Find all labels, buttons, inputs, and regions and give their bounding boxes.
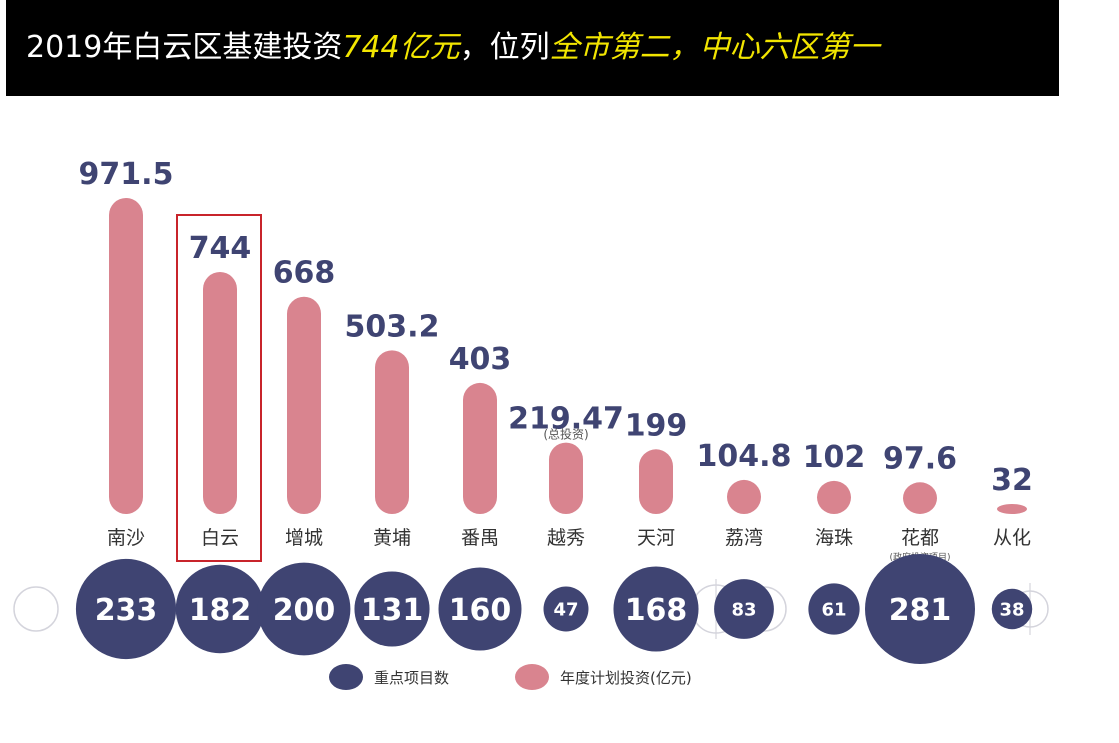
title-banner: 2019年白云区基建投资744亿元，位列全市第二，中心六区第一 <box>6 0 1059 96</box>
bar-荔湾 <box>727 479 761 514</box>
bar-从化 <box>997 504 1027 514</box>
bubble-label-天河: 168 <box>625 593 688 628</box>
category-label-增城: 增城 <box>285 527 323 549</box>
bubble-南沙 <box>75 558 177 660</box>
value-label-花都: 97.6 <box>883 441 957 476</box>
bubble-label-海珠: 61 <box>821 599 846 620</box>
bubble-越秀 <box>543 586 589 632</box>
legend-label-0: 重点项目数 <box>374 669 449 687</box>
bar-黄埔 <box>375 350 409 514</box>
legend-swatch-1 <box>515 664 549 690</box>
bar-越秀 <box>549 442 583 514</box>
title-part-3: ，位列 <box>459 30 550 65</box>
bar-白云 <box>203 271 237 514</box>
category-label-海珠: 海珠 <box>815 527 853 549</box>
bubble-series: 233 182 200 131 160 47 168 83 61 281 38 <box>75 554 1033 664</box>
bubble-黄埔 <box>354 571 430 647</box>
bar-海珠 <box>817 480 851 514</box>
value-label-南沙: 971.5 <box>79 157 174 192</box>
bar-番禺 <box>463 382 497 514</box>
annotation-越秀: (总投资) <box>543 427 588 442</box>
bubble-label-增城: 200 <box>273 593 336 628</box>
value-label-白云: 744 <box>189 231 252 266</box>
decorative-circle <box>13 586 59 632</box>
bubble-海珠 <box>808 583 860 635</box>
legend-swatch-0 <box>329 664 363 690</box>
category-label-天河: 天河 <box>637 527 675 549</box>
category-label-花都: 花都 <box>901 527 939 549</box>
bubble-荔湾 <box>714 579 774 639</box>
value-label-番禺: 403 <box>449 342 512 377</box>
title-part-1: 2019年白云区基建投资 <box>26 30 343 65</box>
bubble-label-白云: 182 <box>189 593 252 628</box>
value-label-黄埔: 503.2 <box>345 309 440 344</box>
bubble-从化 <box>991 588 1033 630</box>
banner-title: 2019年白云区基建投资744亿元，位列全市第二，中心六区第一 <box>26 28 880 68</box>
bar-天河 <box>639 449 673 514</box>
category-label-越秀: 越秀 <box>547 527 585 549</box>
value-label-天河: 199 <box>625 408 688 443</box>
category-label-黄埔: 黄埔 <box>373 527 411 549</box>
bar-series: 971.5 南沙 744 白云 668 增城 503.2 黄埔 403 番禺 219.47 越秀 (总投… <box>79 157 1033 563</box>
bubble-label-番禺: 160 <box>449 593 512 628</box>
bubble-白云 <box>175 564 265 654</box>
value-label-海珠: 102 <box>803 440 866 475</box>
bubble-label-黄埔: 131 <box>361 593 424 628</box>
category-label-南沙: 南沙 <box>107 527 145 549</box>
bar-花都 <box>903 482 937 514</box>
category-label-从化: 从化 <box>993 527 1031 549</box>
legend-label-1: 年度计划投资(亿元) <box>560 669 692 687</box>
bar-南沙 <box>109 198 143 514</box>
category-label-番禺: 番禺 <box>461 527 499 549</box>
bubble-label-越秀: 47 <box>553 599 578 620</box>
category-label-荔湾: 荔湾 <box>725 527 763 549</box>
chart-legend: 重点项目数 年度计划投资(亿元) <box>329 664 692 690</box>
bubble-label-从化: 38 <box>999 599 1024 620</box>
value-label-增城: 668 <box>273 256 336 291</box>
bubble-label-荔湾: 83 <box>731 599 756 620</box>
value-label-越秀: 219.47 <box>508 402 624 437</box>
baiyun-highlight-frame <box>176 214 262 562</box>
bubble-label-花都: 281 <box>889 593 952 628</box>
bubble-花都 <box>865 554 975 664</box>
bubble-番禺 <box>438 567 522 651</box>
value-label-荔湾: 104.8 <box>697 439 792 474</box>
bubble-增城 <box>257 562 351 656</box>
title-part-4: 全市第二，中心六区第一 <box>549 30 880 65</box>
category-label-白云: 白云 <box>201 527 239 549</box>
bubble-天河 <box>613 566 699 652</box>
value-label-从化: 32 <box>991 463 1033 498</box>
title-part-2: 744亿元 <box>342 30 460 65</box>
bar-增城 <box>287 296 321 514</box>
investment-chart: 971.5 南沙 744 白云 668 增城 503.2 黄埔 403 番禺 219.47 越秀 (总投… <box>13 157 1049 690</box>
bubble-label-南沙: 233 <box>95 593 158 628</box>
